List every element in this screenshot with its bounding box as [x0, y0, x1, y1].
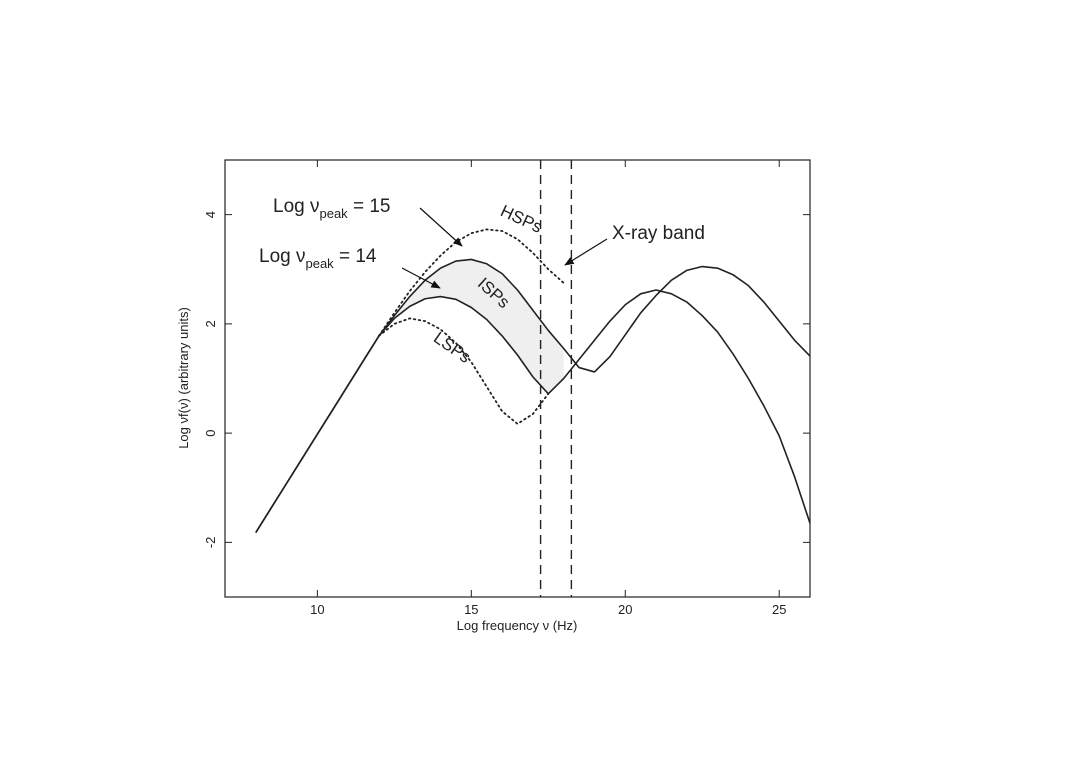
x-tick-label: 25: [772, 602, 786, 617]
annotation: Log νpeak = 14: [259, 246, 377, 271]
arrow: [564, 238, 608, 266]
arrow: [419, 207, 463, 247]
x-tick-label: 10: [310, 602, 324, 617]
plot-area: 10 15 20 25 -2 0 2 4: [203, 160, 811, 617]
y-tick-label: 4: [203, 211, 218, 218]
x-tick-label: 15: [464, 602, 478, 617]
annotation-sub: peak: [305, 256, 334, 271]
shaded-band: [378, 259, 564, 394]
annotation: X-ray band: [612, 223, 705, 244]
x-axis-label: Log frequency ν (Hz): [457, 618, 578, 633]
dotted-curve: [378, 317, 550, 425]
annotation-text: = 14: [334, 246, 377, 267]
annotation-text: = 15: [348, 196, 391, 217]
arrow: [401, 267, 441, 289]
annotation: Log νpeak = 15: [273, 196, 390, 221]
dotted-curve: [378, 228, 565, 337]
x-tick-label: 20: [618, 602, 632, 617]
annotation-sub: peak: [319, 206, 348, 221]
plot-frame: [224, 159, 811, 598]
annotation-text: Log ν: [259, 246, 305, 267]
annotation-text: Log ν: [273, 196, 319, 217]
y-tick-label: -2: [203, 537, 218, 549]
sed-curve: [255, 258, 811, 533]
y-tick-label: 0: [203, 430, 218, 437]
y-axis-label: Log νf(ν) (arbitrary units): [176, 307, 191, 449]
y-tick-label: 2: [203, 320, 218, 327]
